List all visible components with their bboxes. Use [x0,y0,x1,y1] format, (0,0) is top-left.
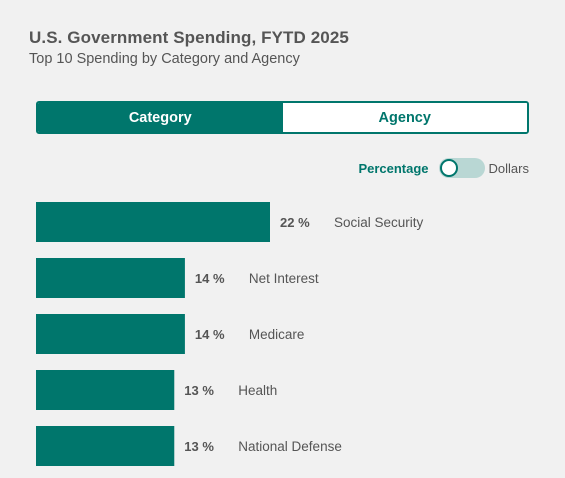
bar-category-label: Net Interest [249,271,319,286]
agency-tab[interactable]: Agency [282,103,527,132]
bar-category-label: Health [238,383,277,398]
bar-medicare[interactable] [36,314,185,354]
bar-national-defense[interactable] [36,426,175,466]
bar-value-label: 14 % [195,327,225,342]
unit-switch: Percentage Dollars [358,158,529,178]
category-tab[interactable]: Category [38,103,283,132]
chart-subtitle: Top 10 Spending by Category and Agency [29,51,300,67]
bar-value-label: 14 % [195,271,225,286]
chart-title: U.S. Government Spending, FYTD 2025 [29,28,349,47]
toggle-knob [439,159,458,177]
bar-value-label: 13 % [184,439,214,454]
percentage-label[interactable]: Percentage [358,160,429,176]
unit-toggle[interactable] [438,158,485,178]
dollars-label[interactable]: Dollars [488,160,529,176]
bar-category-label: National Defense [238,439,342,454]
bar-value-label: 13 % [184,383,214,398]
bar-social-security[interactable] [36,202,270,242]
bar-category-label: Medicare [249,327,305,342]
bar-value-label: 22 % [280,215,310,230]
view-toggle: Category Agency [36,101,529,134]
bar-net-interest[interactable] [36,258,185,298]
bar-category-label: Social Security [334,215,424,230]
bar-health[interactable] [36,370,175,410]
